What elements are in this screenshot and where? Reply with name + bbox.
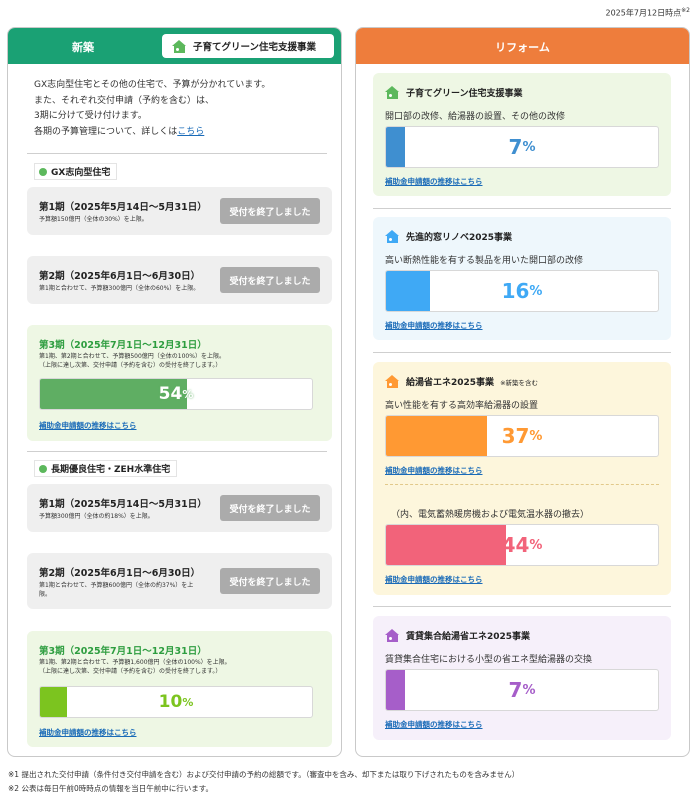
- gx-period-2: 第2期（2025年6月1日～6月30日） 第1期と合わせて、予算額300億円（全…: [27, 256, 332, 304]
- chintai-progress-bar: 7%: [385, 669, 659, 711]
- card-desc: 高い性能を有する高効率給湯器の設置: [385, 401, 539, 411]
- details-link[interactable]: こちら: [177, 126, 205, 137]
- closed-button[interactable]: 受付を終了しました: [220, 568, 320, 594]
- closed-button[interactable]: 受付を終了しました: [220, 495, 320, 521]
- period-note: 第1期と合わせて、予算額300億円（全体の60%）を上限。: [39, 285, 200, 292]
- reform-card-chintai: 賃貸集合給湯省エネ2025事業 賃貸集合住宅における小型の省エネ型給湯器の交換 …: [373, 616, 671, 740]
- period-note: 限。: [39, 591, 52, 598]
- kosodate-trend-link[interactable]: 補助金申請額の推移はこちら: [385, 177, 483, 186]
- intro-line: 3期に分けて受け付けます。: [34, 111, 147, 121]
- as-of-date: 2025年7月12日時点※2: [605, 7, 691, 18]
- card-desc: 賃貸集合住宅における小型の省エネ型給湯器の交換: [385, 655, 593, 665]
- closed-button[interactable]: 受付を終了しました: [220, 267, 320, 293]
- card-desc: 開口部の改修、給湯器の設置、その他の改修: [385, 112, 566, 122]
- progress-percent: 54%: [158, 384, 194, 404]
- progress-fill: [386, 670, 406, 710]
- divider: [27, 451, 327, 452]
- gx-period-3: 第3期（2025年7月1日～12月31日） 第1期、第2期と合わせて、予算額50…: [27, 325, 332, 441]
- progress-fill: [386, 525, 506, 565]
- progress-percent: 37%: [501, 424, 543, 448]
- water-heater-house-icon: [385, 375, 400, 388]
- card-title: 賃貸集合給湯省エネ2025事業: [385, 629, 530, 642]
- zeh-period-3: 第3期（2025年7月1日～12月31日） 第1期、第2期と合わせて、予算額1,…: [27, 631, 332, 747]
- kyuto-sub-trend-link[interactable]: 補助金申請額の推移はこちら: [385, 575, 483, 584]
- period-title: 第3期（2025年7月1日～12月31日）: [39, 340, 207, 351]
- divider: [373, 352, 671, 353]
- green-dot-icon: [39, 464, 47, 473]
- apartment-icon: [385, 629, 400, 642]
- progress-fill: [40, 687, 68, 717]
- dashed-divider: [385, 484, 659, 485]
- gx-period-1: 第1期（2025年5月14日～5月31日） 予算額150億円（全体の30%）を上…: [27, 187, 332, 235]
- card-title: 子育てグリーン住宅支援事業: [385, 86, 523, 99]
- new-build-title: 新築: [72, 41, 94, 54]
- reform-header: リフォーム: [356, 28, 689, 64]
- card-title: 給湯省エネ2025事業 ※新築を含む: [385, 375, 538, 388]
- program-tag: 子育てグリーン住宅支援事業: [162, 34, 334, 58]
- house-icon: [385, 86, 400, 99]
- period-title: 第2期（2025年6月1日～6月30日）: [39, 568, 201, 579]
- intro-line: また、それぞれ交付申請（予約を含む）は、: [34, 95, 215, 106]
- reform-panel: リフォーム 子育てグリーン住宅支援事業 開口部の改修、給湯器の設置、その他の改修…: [355, 27, 690, 757]
- mado-progress-bar: 16%: [385, 270, 659, 312]
- period-note: （上限に達し次第、交付申請（予約を含む）の受付を終了します。）: [39, 362, 222, 369]
- period-note: 予算額150億円（全体の30%）を上限。: [39, 216, 148, 223]
- gx-section-label: GX志向型住宅: [34, 163, 118, 180]
- zeh-section-label: 長期優良住宅・ZEH水準住宅: [34, 460, 178, 477]
- period-note: 予算額300億円（全体の約18%）を上限。: [39, 513, 154, 520]
- period-note: 第1期と合わせて、予算額600億円（全体の約37%）を上: [39, 582, 194, 589]
- period-title: 第1期（2025年5月14日～5月31日）: [39, 202, 207, 213]
- new-build-panel: 新築 子育てグリーン住宅支援事業 GX志向型住宅とその他の住宅で、予算が分かれて…: [7, 27, 342, 757]
- new-build-header: 新築 子育てグリーン住宅支援事業: [8, 28, 341, 64]
- divider: [373, 208, 671, 209]
- period-title: 第3期（2025年7月1日～12月31日）: [39, 646, 207, 657]
- closed-button[interactable]: 受付を終了しました: [220, 198, 320, 224]
- footnote: ※2 公表は毎日午前0時時点の情報を当日午前中に行います。: [8, 784, 213, 793]
- card-sub-desc: （内、電気蓄熱暖房機および電気温水器の撤去）: [391, 510, 590, 520]
- zeh-period-1: 第1期（2025年5月14日～5月31日） 予算額300億円（全体の約18%）を…: [27, 484, 332, 532]
- intro-text: GX志向型住宅とその他の住宅で、予算が分かれています。 また、それぞれ交付申請（…: [34, 78, 270, 140]
- kyuto-progress-bar: 37%: [385, 415, 659, 457]
- progress-fill: [386, 416, 487, 456]
- window-house-icon: [385, 230, 400, 243]
- period-note: （上限に達し次第、交付申請（予約を含む）の受付を終了します。）: [39, 668, 222, 675]
- card-title: 先進的窓リノベ2025事業: [385, 230, 512, 243]
- progress-percent: 7%: [508, 135, 536, 159]
- footnote: ※1 提出された交付申請（条件付き交付申請を含む）および交付申請の予約の総額です…: [8, 770, 520, 779]
- kosodate-progress-bar: 7%: [385, 126, 659, 168]
- gx-progress-bar: 54%: [39, 378, 313, 410]
- kyuto-trend-link[interactable]: 補助金申請額の推移はこちら: [385, 466, 483, 475]
- progress-fill: [40, 379, 187, 409]
- zeh-progress-bar: 10%: [39, 686, 313, 718]
- reform-card-kyuto: 給湯省エネ2025事業 ※新築を含む 高い性能を有する高効率給湯器の設置 37% …: [373, 362, 671, 595]
- green-dot-icon: [39, 167, 47, 176]
- progress-percent: 16%: [501, 279, 543, 303]
- progress-fill: [386, 127, 406, 167]
- zeh-period-2: 第2期（2025年6月1日～6月30日） 第1期と合わせて、予算額600億円（全…: [27, 553, 332, 609]
- period-note: 第1期、第2期と合わせて、予算額1,600億円（全体の100%）を上限。: [39, 659, 231, 666]
- reform-card-mado: 先進的窓リノベ2025事業 高い断熱性能を有する製品を用いた開口部の改修 16%…: [373, 217, 671, 340]
- reform-card-kosodate: 子育てグリーン住宅支援事業 開口部の改修、給湯器の設置、その他の改修 7% 補助…: [373, 73, 671, 196]
- card-desc: 高い断熱性能を有する製品を用いた開口部の改修: [385, 256, 584, 266]
- footnotes: ※1 提出された交付申請（条件付き交付申請を含む）および交付申請の予約の総額です…: [8, 768, 519, 796]
- progress-percent: 44%: [501, 533, 543, 557]
- intro-line: 各期の予算管理について、詳しくはこちら: [34, 126, 205, 137]
- period-note: 第1期、第2期と合わせて、予算額500億円（全体の100%）を上限。: [39, 353, 225, 360]
- divider: [27, 153, 327, 154]
- kyuto-sub-progress-bar: 44%: [385, 524, 659, 566]
- intro-line: GX志向型住宅とその他の住宅で、予算が分かれています。: [34, 80, 271, 90]
- zeh-trend-link[interactable]: 補助金申請額の推移はこちら: [39, 728, 137, 737]
- period-title: 第1期（2025年5月14日～5月31日）: [39, 499, 207, 510]
- program-tag-label: 子育てグリーン住宅支援事業: [193, 42, 317, 53]
- gx-trend-link[interactable]: 補助金申請額の推移はこちら: [39, 421, 137, 430]
- chintai-trend-link[interactable]: 補助金申請額の推移はこちら: [385, 720, 483, 729]
- house-icon: [172, 39, 187, 53]
- reform-title: リフォーム: [495, 41, 550, 54]
- period-title: 第2期（2025年6月1日～6月30日）: [39, 271, 201, 282]
- progress-percent: 10%: [158, 692, 194, 712]
- progress-fill: [386, 271, 430, 311]
- mado-trend-link[interactable]: 補助金申請額の推移はこちら: [385, 321, 483, 330]
- progress-percent: 7%: [508, 678, 536, 702]
- divider: [373, 606, 671, 607]
